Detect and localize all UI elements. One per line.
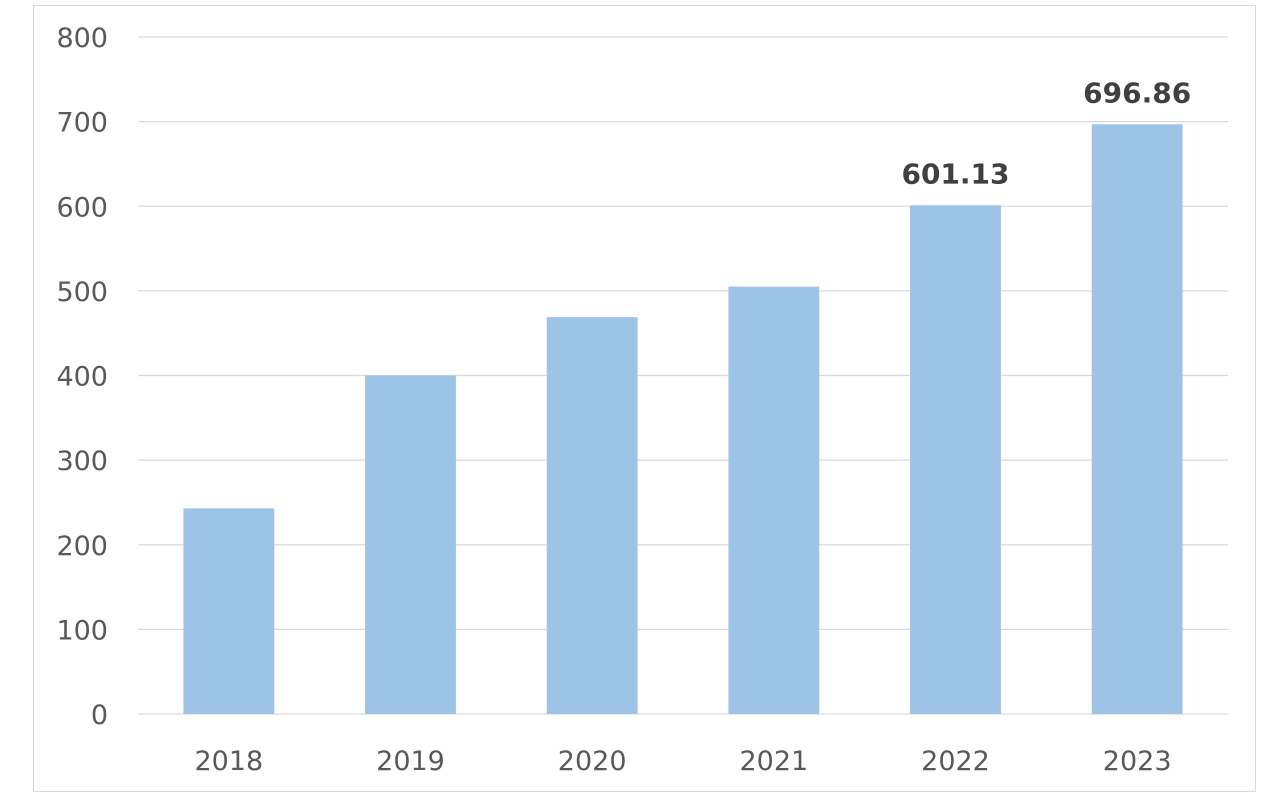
x-axis-ticks: 2018 2019 2020 2021 2022 2023 [194, 746, 1171, 777]
bar-2019 [365, 375, 456, 714]
y-tick-label: 0 [91, 700, 108, 731]
x-tick-label: 2020 [558, 746, 627, 777]
bar-2023 [1091, 124, 1183, 714]
data-label-2022: 601.13 [901, 157, 1009, 190]
y-tick-label: 300 [56, 446, 108, 477]
bar-2021 [728, 286, 820, 714]
y-tick-label: 100 [56, 615, 108, 646]
x-tick-label: 2018 [194, 746, 263, 777]
data-labels: 601.13 696.86 [901, 76, 1191, 190]
y-tick-label: 500 [56, 277, 108, 308]
bar-2018 [183, 508, 275, 714]
y-tick-label: 600 [56, 192, 108, 223]
bars [183, 124, 1183, 714]
y-tick-label: 800 [56, 23, 108, 54]
y-tick-label: 200 [56, 531, 108, 562]
gridlines [138, 36, 1228, 715]
bar-2022 [910, 205, 1001, 714]
x-tick-label: 2019 [376, 746, 445, 777]
x-tick-label: 2021 [739, 746, 808, 777]
x-tick-label: 2022 [921, 746, 990, 777]
y-axis-ticks: 0 100 200 300 400 500 600 700 800 [56, 23, 108, 731]
y-tick-label: 700 [56, 108, 108, 139]
x-tick-label: 2023 [1103, 746, 1172, 777]
bar-2020 [546, 317, 638, 714]
data-label-2023: 696.86 [1083, 76, 1191, 109]
y-tick-label: 400 [56, 362, 108, 393]
